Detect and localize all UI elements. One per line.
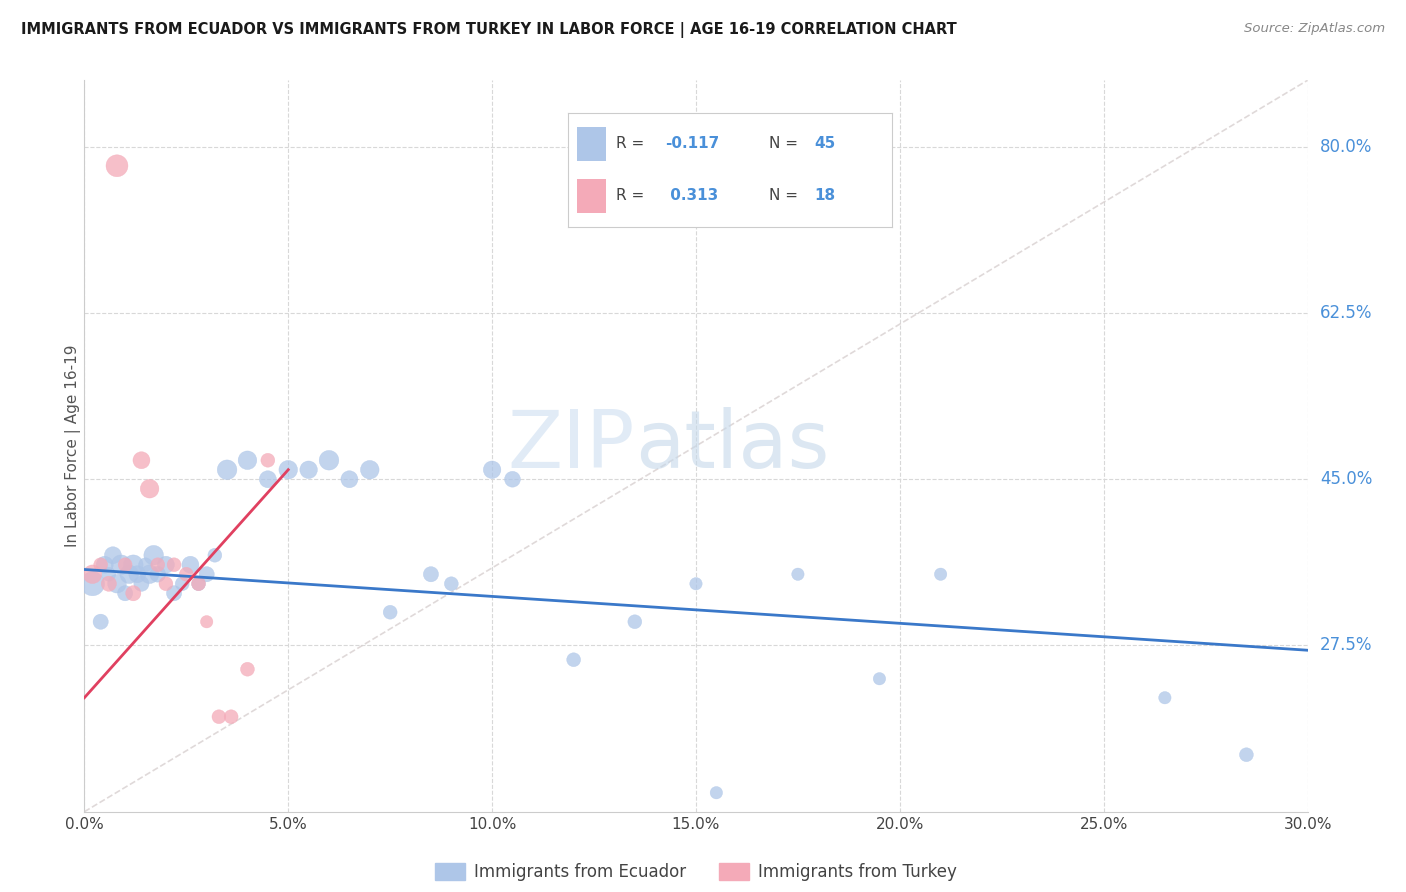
Point: [105, 159, 128, 173]
Point: [131, 576, 153, 591]
Point: [142, 548, 165, 562]
Legend: Immigrants from Ecuador, Immigrants from Turkey: Immigrants from Ecuador, Immigrants from…: [429, 856, 963, 888]
Point: [174, 567, 197, 582]
Point: [501, 472, 523, 486]
Point: [97, 576, 120, 591]
Point: [114, 558, 136, 572]
Point: [187, 576, 209, 591]
Text: 80.0%: 80.0%: [1320, 137, 1372, 156]
Point: [685, 576, 707, 591]
Point: [204, 548, 226, 562]
Text: atlas: atlas: [636, 407, 830, 485]
Point: [195, 615, 218, 629]
Point: [869, 672, 891, 686]
Text: 45.0%: 45.0%: [1320, 470, 1372, 488]
Point: [298, 463, 321, 477]
Point: [172, 576, 194, 591]
Point: [97, 567, 120, 582]
Point: [82, 567, 104, 582]
Point: [155, 576, 177, 591]
Point: [420, 567, 443, 582]
Point: [127, 567, 149, 582]
Text: 27.5%: 27.5%: [1320, 637, 1372, 655]
Point: [339, 472, 360, 486]
Point: [624, 615, 647, 629]
Point: [277, 463, 299, 477]
Point: [90, 558, 112, 572]
Point: [135, 558, 157, 572]
Y-axis label: In Labor Force | Age 16-19: In Labor Force | Age 16-19: [65, 344, 82, 548]
Point: [90, 615, 112, 629]
Point: [1234, 747, 1257, 762]
Point: [146, 558, 169, 572]
Point: [122, 558, 145, 572]
Point: [562, 653, 585, 667]
Text: 62.5%: 62.5%: [1320, 304, 1372, 322]
Point: [481, 463, 503, 477]
Text: ZIP: ZIP: [508, 407, 636, 485]
Point: [146, 567, 169, 582]
Point: [219, 710, 242, 724]
Point: [122, 586, 145, 600]
Point: [82, 576, 104, 591]
Point: [380, 605, 402, 619]
Point: [101, 548, 124, 562]
Point: [236, 662, 259, 676]
Point: [93, 558, 115, 572]
Point: [195, 567, 218, 582]
Point: [257, 472, 280, 486]
Point: [257, 453, 280, 467]
Point: [217, 463, 239, 477]
Text: IMMIGRANTS FROM ECUADOR VS IMMIGRANTS FROM TURKEY IN LABOR FORCE | AGE 16-19 COR: IMMIGRANTS FROM ECUADOR VS IMMIGRANTS FR…: [21, 22, 957, 38]
Point: [163, 586, 186, 600]
Point: [138, 482, 160, 496]
Point: [1153, 690, 1175, 705]
Point: [163, 558, 186, 572]
Point: [105, 576, 128, 591]
Point: [138, 567, 160, 582]
Point: [187, 576, 209, 591]
Point: [236, 453, 259, 467]
Text: Source: ZipAtlas.com: Source: ZipAtlas.com: [1244, 22, 1385, 36]
Point: [118, 567, 141, 582]
Point: [110, 558, 132, 572]
Point: [440, 576, 463, 591]
Point: [155, 558, 177, 572]
Point: [179, 558, 201, 572]
Point: [706, 786, 728, 800]
Point: [208, 710, 231, 724]
Point: [114, 586, 136, 600]
Point: [131, 453, 153, 467]
Point: [929, 567, 952, 582]
Point: [787, 567, 810, 582]
Point: [318, 453, 340, 467]
Point: [359, 463, 381, 477]
